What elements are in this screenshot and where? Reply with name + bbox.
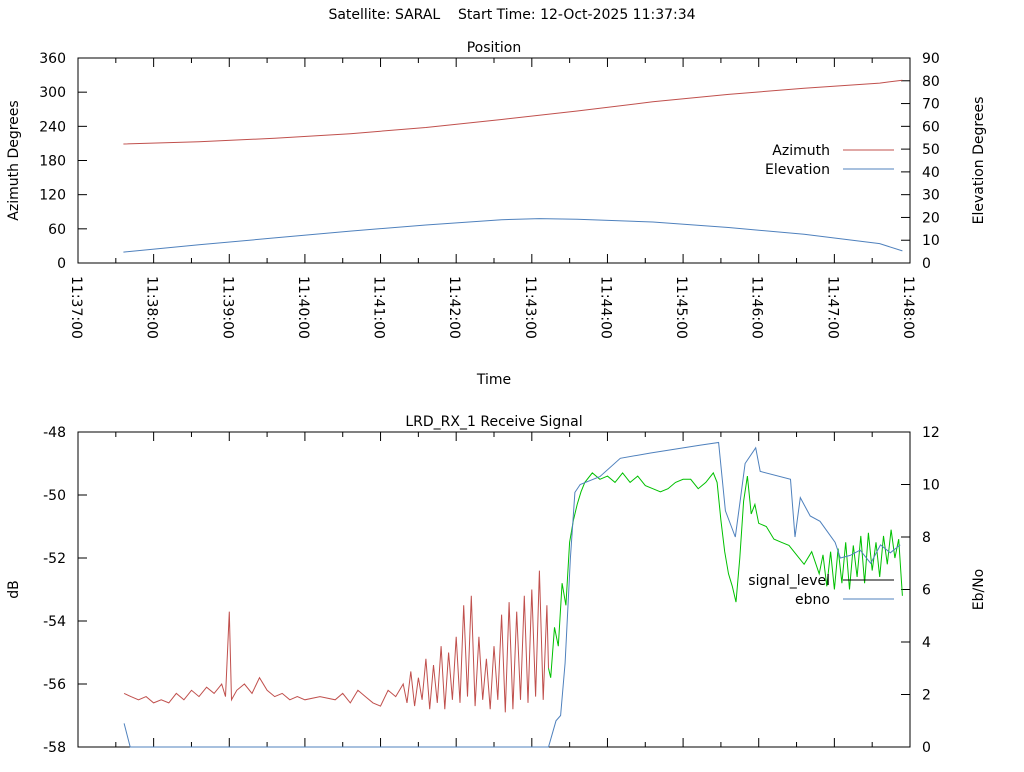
y-tick-label: 360 [39,51,66,67]
y2-tick-label: 50 [922,142,940,158]
x-tick-label: 11:39:00 [219,276,235,339]
x-tick-label: 11:42:00 [446,276,462,339]
y-tick-label: -54 [43,614,66,630]
plot-title: LRD_RX_1 Receive Signal [405,414,582,430]
y2-tick-label: 6 [922,583,931,599]
y-tick-label: 0 [57,256,66,272]
y-tick-label: 300 [39,85,66,101]
x-tick-label: 11:40:00 [295,276,311,339]
y2-tick-label: 30 [922,188,940,204]
y2-tick-label: 40 [922,165,940,181]
y2-tick-label: 8 [922,530,931,546]
elevation-line [123,218,903,253]
x-tick-label: 11:37:00 [68,276,84,339]
signal-level-line [123,570,549,713]
legend-label: Elevation [765,162,830,178]
y2-tick-label: 2 [922,688,931,704]
plot-border [77,431,911,748]
y-tick-label: 120 [39,188,66,204]
y-tick-label: 240 [39,119,66,135]
y-tick-label: -56 [43,677,66,693]
x-tick-label: 11:38:00 [144,276,160,339]
ebno-line [123,441,901,748]
x-tick-label: 11:46:00 [749,276,765,339]
legend-label: ebno [795,592,830,608]
y2-tick-label: 80 [922,74,940,90]
x-tick-label: 11:43:00 [522,276,538,339]
y2-tick-label: 0 [922,256,931,272]
legend-label: signal_level [748,573,830,589]
x-tick-label: 11:45:00 [673,276,689,339]
x-tick-label: 11:44:00 [597,276,613,339]
azimuth-line [123,79,903,145]
y2-axis-label: Elevation Degrees [971,97,987,225]
x-tick-label: 11:48:00 [900,276,916,339]
y2-tick-label: 10 [922,233,940,249]
y2-tick-label: 0 [922,740,931,756]
y-tick-label: -48 [43,425,66,441]
y2-tick-label: 60 [922,119,940,135]
y-tick-label: -50 [43,488,66,504]
y2-axis-label: Eb/No [971,569,987,611]
y2-tick-label: 90 [922,51,940,67]
y-axis-label: Azimuth Degrees [6,100,22,220]
plot-title: Position [467,40,522,56]
y2-tick-label: 70 [922,97,940,113]
page-title: Satellite: SARAL Start Time: 12-Oct-2025… [328,7,696,23]
x-tick-label: 11:47:00 [824,276,840,339]
y-tick-label: -52 [43,551,66,567]
y-axis-label: dB [6,580,22,599]
x-axis-label: Time [476,372,511,388]
y-tick-label: -58 [43,740,66,756]
y2-tick-label: 20 [922,210,940,226]
y-tick-label: 60 [48,222,66,238]
y2-tick-label: 10 [922,478,940,494]
y2-tick-label: 12 [922,425,940,441]
y-tick-label: 180 [39,154,66,170]
legend-label: Azimuth [772,143,830,159]
y2-tick-label: 4 [922,635,931,651]
signal-level-line [548,471,903,678]
x-tick-label: 11:41:00 [371,276,387,339]
